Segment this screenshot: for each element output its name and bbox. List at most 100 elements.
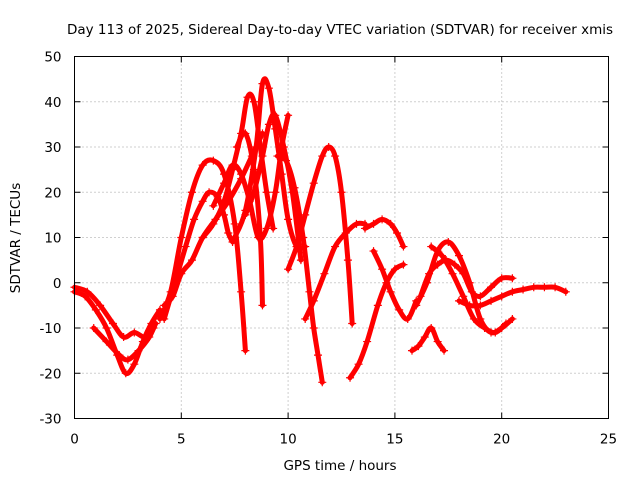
data-point [433, 337, 442, 346]
data-point [529, 283, 538, 292]
data-point [258, 152, 267, 161]
data-point [501, 319, 510, 328]
data-point [487, 296, 496, 305]
series-track-17 [369, 247, 421, 323]
data-point [237, 170, 246, 179]
series-line [232, 76, 308, 252]
x-axis-label: GPS time / hours [283, 458, 396, 474]
x-tick-label: 15 [386, 432, 403, 448]
data-point [407, 346, 416, 355]
data-point [440, 346, 449, 355]
data-point [369, 247, 378, 256]
data-point [412, 301, 421, 310]
data-point [121, 369, 130, 378]
y-tick-label: 20 [44, 185, 61, 201]
data-point [476, 292, 485, 301]
series-line [409, 325, 447, 354]
data-point [444, 238, 453, 247]
y-tick-label: 0 [53, 276, 62, 292]
y-tick-label: -10 [39, 321, 61, 337]
data-point [469, 314, 478, 323]
data-point [320, 269, 329, 278]
x-tick-label: 0 [70, 432, 79, 448]
data-point [160, 314, 169, 323]
data-point [369, 219, 378, 228]
data-point [331, 242, 340, 251]
data-point [168, 292, 177, 301]
data-point [209, 201, 218, 210]
data-point [243, 93, 252, 102]
data-point [102, 337, 111, 346]
data-point [119, 333, 128, 342]
data-point [540, 283, 549, 292]
data-point [437, 251, 446, 260]
series-track-20 [427, 242, 510, 337]
series-track-18 [407, 324, 449, 355]
data-point [187, 188, 196, 197]
y-tick-label: 40 [44, 95, 61, 111]
series-track-19 [412, 238, 517, 337]
data-point [249, 97, 258, 106]
data-point [442, 256, 451, 265]
y-tick-label: -30 [39, 412, 61, 428]
data-point [467, 287, 476, 296]
data-point [177, 269, 186, 278]
data-point [487, 283, 496, 292]
data-point [145, 333, 154, 342]
series-track-15 [346, 260, 408, 382]
data-point [290, 183, 299, 192]
data-point [228, 238, 237, 247]
x-axis-ticks: 0 5 10 15 20 25 [70, 56, 617, 448]
data-point [177, 233, 186, 242]
data-point [497, 274, 506, 283]
data-point [230, 233, 239, 242]
data-point [220, 179, 229, 188]
data-point [277, 170, 286, 179]
data-point [491, 328, 500, 337]
data-point [284, 265, 293, 274]
series-track-22 [454, 283, 570, 310]
series-line [157, 157, 248, 354]
data-point [476, 301, 485, 310]
data-point [448, 269, 457, 278]
data-point [230, 219, 239, 228]
data-point [292, 242, 301, 251]
data-point [209, 219, 218, 228]
data-point [209, 156, 218, 165]
data-point [314, 351, 323, 360]
data-point [508, 314, 517, 323]
x-tick-label: 5 [177, 432, 186, 448]
data-point [279, 143, 288, 151]
data-point [414, 342, 423, 351]
y-axis-label: SDTVAR / TECUs [8, 183, 24, 293]
data-point [301, 210, 310, 219]
data-point [115, 351, 124, 360]
data-point [331, 152, 340, 161]
data-point [83, 287, 92, 296]
data-point [284, 111, 293, 120]
data-point [264, 120, 273, 129]
data-series [70, 76, 570, 387]
data-point [454, 251, 463, 260]
data-point [151, 319, 160, 328]
data-point [271, 111, 280, 120]
data-point [309, 324, 318, 332]
data-point [91, 305, 100, 314]
data-point [249, 165, 258, 174]
data-point [198, 197, 207, 206]
data-point [305, 287, 314, 296]
data-point [337, 188, 346, 197]
data-point [130, 360, 139, 369]
series-track-03 [89, 319, 160, 364]
series-line [200, 91, 276, 240]
data-point [309, 179, 318, 188]
data-point [301, 314, 310, 323]
data-point [271, 188, 280, 197]
data-point [508, 274, 517, 283]
data-point [190, 215, 199, 224]
data-point [346, 373, 355, 382]
data-point [123, 355, 132, 364]
data-point [348, 319, 357, 328]
data-point [258, 301, 267, 310]
data-point [373, 301, 382, 310]
